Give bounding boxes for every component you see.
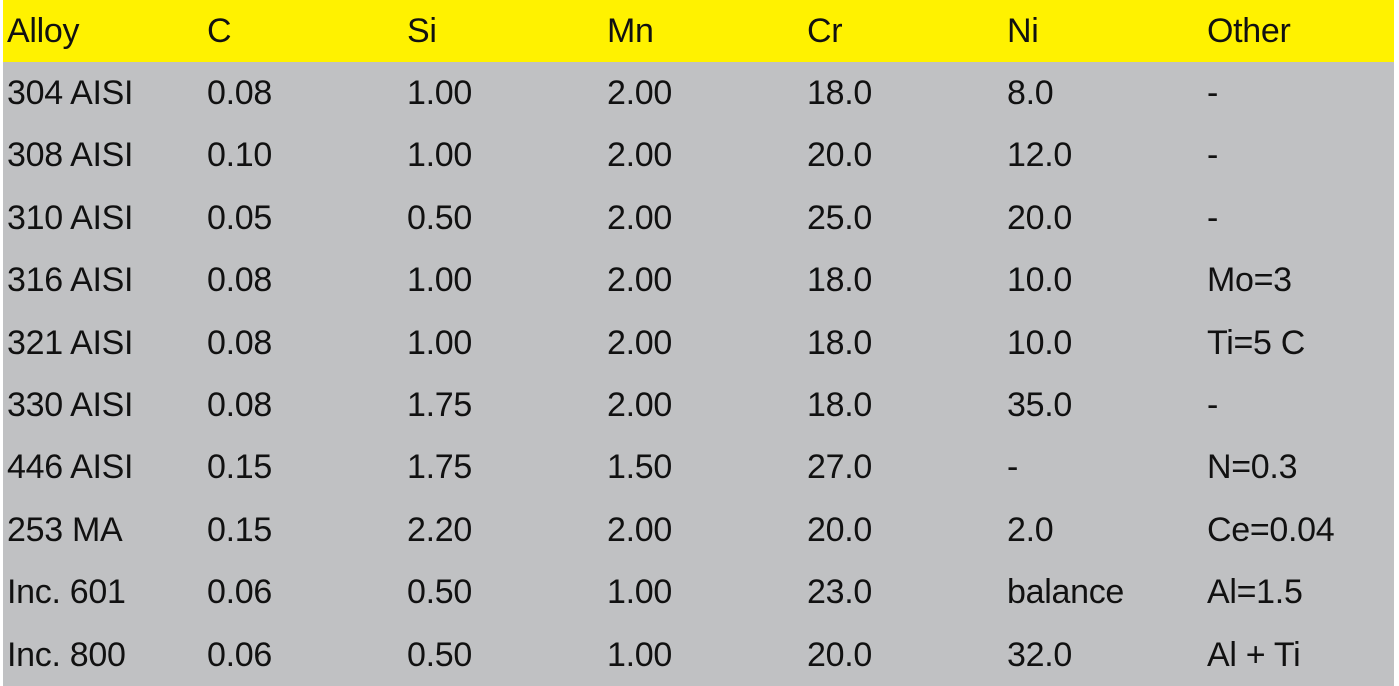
- cell-other: -: [1207, 198, 1219, 237]
- cell-alloy: 330 AISI: [7, 386, 134, 425]
- cell-c: 0.06: [207, 573, 272, 612]
- cell-cr: 18.0: [807, 323, 872, 362]
- table-row: 446 AISI 0.15 1.75 1.50 27.0 - N=0.3: [3, 436, 1394, 499]
- cell-si: 0.50: [407, 573, 472, 612]
- table-row: 330 AISI 0.08 1.75 2.00 18.0 35.0 -: [3, 374, 1394, 437]
- cell-cr: 20.0: [807, 136, 872, 175]
- table-header: Alloy C Si Mn Cr Ni Other: [3, 0, 1394, 62]
- cell-other: Ce=0.04: [1207, 510, 1335, 549]
- header-cr: Cr: [807, 12, 843, 50]
- cell-c: 0.15: [207, 448, 272, 487]
- cell-c: 0.06: [207, 635, 272, 674]
- cell-alloy: 304 AISI: [7, 74, 134, 112]
- cell-ni: 10.0: [1007, 323, 1072, 362]
- cell-other: Mo=3: [1207, 261, 1292, 300]
- cell-c: 0.08: [207, 386, 272, 425]
- cell-ni: balance: [1007, 573, 1124, 612]
- table-row: 310 AISI 0.05 0.50 2.00 25.0 20.0 -: [3, 186, 1394, 250]
- cell-cr: 23.0: [807, 573, 872, 612]
- header-other: Other: [1207, 12, 1291, 50]
- table-row: 253 MA 0.15 2.20 2.00 20.0 2.0 Ce=0.04: [3, 498, 1394, 562]
- cell-alloy: 321 AISI: [7, 323, 134, 362]
- cell-other: Al + Ti: [1207, 635, 1301, 674]
- cell-mn: 1.50: [607, 448, 672, 487]
- cell-c: 0.08: [207, 74, 272, 112]
- cell-c: 0.05: [207, 198, 272, 237]
- cell-mn: 1.00: [607, 635, 672, 674]
- cell-other: N=0.3: [1207, 448, 1298, 487]
- cell-si: 1.75: [407, 448, 472, 487]
- cell-ni: 2.0: [1007, 510, 1054, 549]
- cell-si: 0.50: [407, 198, 472, 237]
- alloy-composition-table-container: Alloy C Si Mn Cr Ni Other 304 AISI 0.08 …: [3, 0, 1394, 686]
- cell-ni: 8.0: [1007, 74, 1054, 112]
- cell-other: Al=1.5: [1207, 573, 1303, 612]
- table-row: 304 AISI 0.08 1.00 2.00 18.0 8.0 -: [3, 62, 1394, 125]
- cell-mn: 2.00: [607, 261, 672, 300]
- cell-alloy: 446 AISI: [7, 448, 134, 487]
- cell-cr: 18.0: [807, 386, 872, 425]
- cell-ni: 35.0: [1007, 386, 1072, 425]
- cell-c: 0.15: [207, 510, 272, 549]
- cell-alloy: Inc. 601: [7, 573, 126, 612]
- cell-ni: 12.0: [1007, 136, 1072, 175]
- cell-ni: 20.0: [1007, 198, 1072, 237]
- table-row: 308 AISI 0.10 1.00 2.00 20.0 12.0 -: [3, 124, 1394, 187]
- cell-si: 1.00: [407, 74, 472, 112]
- cell-ni: 32.0: [1007, 635, 1072, 674]
- cell-other: -: [1207, 386, 1219, 425]
- cell-alloy: 310 AISI: [7, 198, 134, 237]
- table-row: Inc. 601 0.06 0.50 1.00 23.0 balance Al=…: [3, 561, 1394, 624]
- cell-alloy: Inc. 800: [7, 635, 126, 674]
- cell-alloy: 316 AISI: [7, 261, 134, 300]
- cell-mn: 2.00: [607, 386, 672, 425]
- cell-alloy: 253 MA: [7, 510, 123, 549]
- table-body: 304 AISI 0.08 1.00 2.00 18.0 8.0 - 308 A…: [3, 62, 1394, 686]
- cell-si: 1.00: [407, 261, 472, 300]
- table-row: 316 AISI 0.08 1.00 2.00 18.0 10.0 Mo=3: [3, 249, 1394, 312]
- header-row: Alloy C Si Mn Cr Ni Other: [3, 0, 1394, 62]
- header-ni: Ni: [1007, 12, 1039, 50]
- cell-mn: 2.00: [607, 323, 672, 362]
- cell-si: 1.00: [407, 323, 472, 362]
- cell-mn: 2.00: [607, 136, 672, 175]
- cell-cr: 25.0: [807, 198, 872, 237]
- cell-c: 0.08: [207, 261, 272, 300]
- table-row: Inc. 800 0.06 0.50 1.00 20.0 32.0 Al + T…: [3, 623, 1394, 686]
- cell-si: 1.00: [407, 136, 472, 175]
- table-row: 321 AISI 0.08 1.00 2.00 18.0 10.0 Ti=5 C: [3, 311, 1394, 375]
- cell-c: 0.10: [207, 136, 272, 175]
- cell-mn: 2.00: [607, 198, 672, 237]
- cell-other: -: [1207, 74, 1219, 112]
- cell-cr: 18.0: [807, 74, 872, 112]
- cell-alloy: 308 AISI: [7, 136, 134, 175]
- header-alloy: Alloy: [7, 12, 80, 50]
- cell-cr: 20.0: [807, 510, 872, 549]
- cell-ni: 10.0: [1007, 261, 1072, 300]
- cell-si: 0.50: [407, 635, 472, 674]
- cell-si: 2.20: [407, 510, 472, 549]
- cell-other: Ti=5 C: [1207, 323, 1306, 362]
- cell-si: 1.75: [407, 386, 472, 425]
- cell-mn: 1.00: [607, 573, 672, 612]
- cell-other: -: [1207, 136, 1219, 175]
- header-mn: Mn: [607, 12, 654, 50]
- cell-mn: 2.00: [607, 74, 672, 112]
- cell-c: 0.08: [207, 323, 272, 362]
- cell-cr: 18.0: [807, 261, 872, 300]
- header-c: C: [207, 12, 232, 50]
- header-si: Si: [407, 12, 437, 50]
- cell-ni: -: [1007, 448, 1019, 487]
- alloy-composition-table: Alloy C Si Mn Cr Ni Other 304 AISI 0.08 …: [3, 0, 1394, 686]
- cell-cr: 27.0: [807, 448, 872, 487]
- cell-mn: 2.00: [607, 510, 672, 549]
- cell-cr: 20.0: [807, 635, 872, 674]
